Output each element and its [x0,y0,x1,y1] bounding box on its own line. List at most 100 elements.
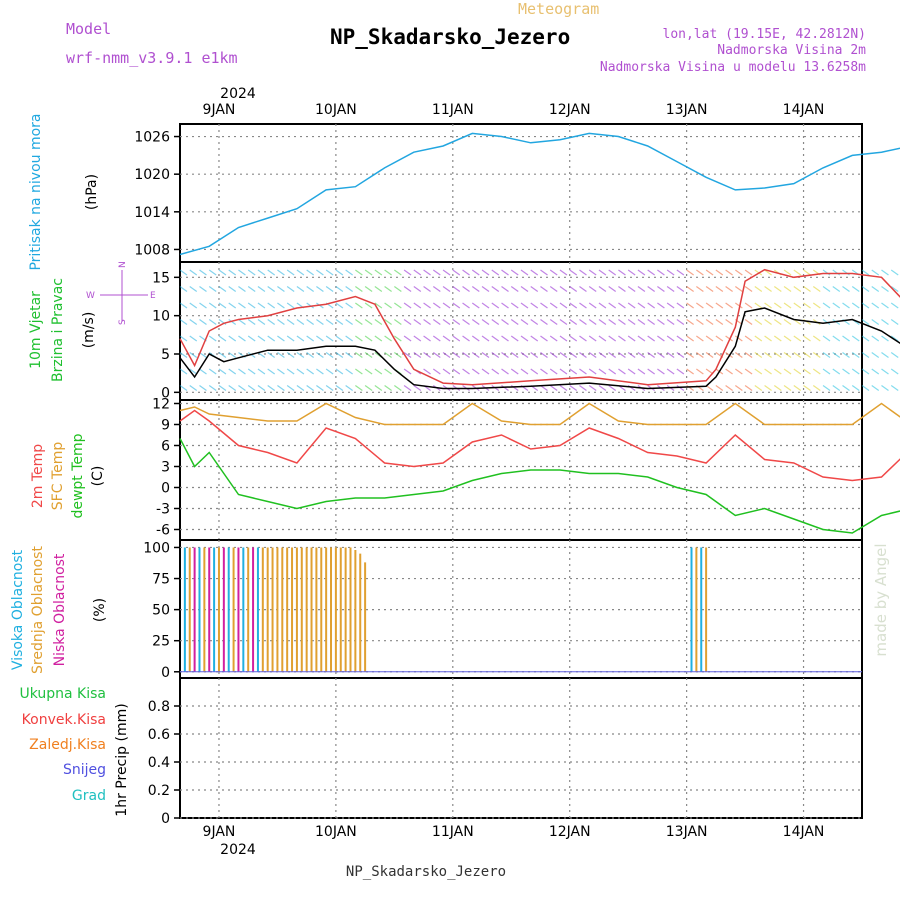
wind-barb [696,368,704,375]
wind-barb [481,286,490,292]
wind-barb [374,335,383,342]
wind-barb [725,302,733,309]
top-day-label: 14JAN [783,102,825,118]
wind-barb [501,352,509,358]
wind-barb [432,286,441,292]
temp-ylabel: (C) [90,466,106,487]
wind-barb [257,286,266,292]
wind-barb [189,352,198,358]
wind-barb [676,385,685,391]
wind-barb [208,269,217,276]
wind-barb [783,385,792,391]
wind-unit: (m/s) [81,312,97,349]
wind-barb [705,302,714,309]
wind-barb [559,368,568,375]
wind-side-label: 10m Vjetar [28,291,44,369]
wind-barb [384,269,392,276]
ytick-label: 1008 [134,242,170,258]
wind-barb [199,302,207,309]
wind-barb [374,269,383,276]
wind-barb [540,368,548,375]
wind-barb [637,286,646,292]
wind-barb [345,286,353,292]
wind-barb [481,302,490,309]
cloud-title-1: Visoka Oblacnost [10,549,26,670]
wind-barb [238,286,246,292]
wind-barb [306,368,315,375]
wind-barb [754,335,763,342]
wind-barb [881,385,889,391]
wind-barb [647,368,656,375]
wind-barb [384,302,392,309]
wind-barb [520,302,529,309]
wind-barb [851,335,860,342]
wind-barb [666,335,675,342]
wind-barb [608,269,617,276]
wind-barb [676,286,685,292]
wind-barb [871,368,880,375]
cloud-title-2: Srednja Oblacnost [30,546,46,674]
wind-barb [569,269,578,276]
year-bottom: 2024 [220,842,256,858]
wind-barb [598,302,607,309]
wind-barb [208,319,217,325]
wind-barb [764,385,772,391]
wind-barb [471,319,480,325]
wind-barb [432,302,441,309]
ytick-label: 1026 [134,130,170,146]
bottom-day-label: 10JAN [315,824,357,840]
wind-barb [705,335,714,342]
wind-barb [559,286,568,292]
wind-barb [277,352,285,358]
wind-barb [355,352,363,358]
wind-barb [208,286,217,292]
wind-barb [715,302,724,309]
cloud-unit: (%) [92,598,108,622]
wind-barb [364,319,373,325]
wind-barb [179,352,188,358]
wind-barb [871,385,880,391]
ytick-label: 0 [161,385,170,401]
wind-barb [686,368,694,375]
cloud-side-label-1: Visoka Oblacnost [10,549,26,670]
wind-barb [384,352,392,358]
wind-barb [345,335,353,342]
altitude-text: Nadmorska Visina 2m [717,43,866,58]
wind-barb [569,352,578,358]
wind-barb [686,302,694,309]
wind-barb [355,385,363,391]
wind-barb [705,385,714,391]
wind-barb [842,335,850,342]
wind-barb [238,302,246,309]
wind-barb [890,319,899,325]
wind-barb [783,302,792,309]
wind-barb [247,269,256,276]
wind-barb [189,319,198,325]
wind-barb [335,302,344,309]
wind-barb [871,335,880,342]
wind-barb [423,302,431,309]
wind-barb [822,319,831,325]
wind-barb [393,319,402,325]
wind-barb [208,385,217,391]
wind-barb [286,269,295,276]
wind-barb [316,368,324,375]
wind-barb [247,302,256,309]
wind-barb [851,352,860,358]
wind-barb [247,335,256,342]
wind-barb [481,319,490,325]
side-labels: Pritisak na nivou mora (hPa) 10m Vjetar … [10,113,156,816]
wind-barb [296,368,305,375]
wind-barb [744,286,753,292]
wind-barb [637,302,646,309]
precip-ylabel: 1hr Precip (mm) [114,703,130,816]
wind-barb [764,368,772,375]
wind-barb [764,302,772,309]
wind-barb [296,286,305,292]
wind-barb [452,319,461,325]
wind-barb [832,368,841,375]
wind-barb [277,319,285,325]
wind-barb [618,335,626,342]
wind-barb [725,286,733,292]
wind-barb [812,286,821,292]
